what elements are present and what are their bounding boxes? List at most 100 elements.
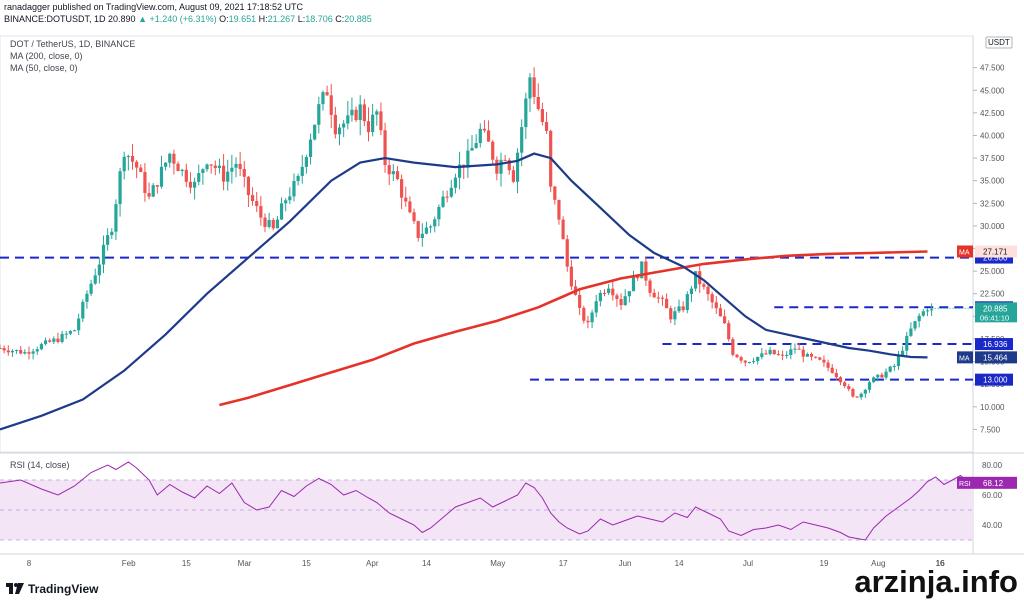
candle-body [197,173,201,182]
candle-body [731,339,735,355]
candle-body [780,354,785,356]
rsi-tick-label: 80.00 [982,461,1003,470]
candle-body [553,186,557,200]
candle-body [2,348,6,351]
candle-body [284,200,288,204]
chart-legend-title: DOT / TetherUS, 1D, BINANCE [10,39,136,49]
price-tag [975,245,1017,258]
candle-body [669,308,673,320]
level-tag-label: 16.936 [983,340,1008,349]
candle-body [843,382,847,387]
candle-body [77,318,81,331]
tradingview-brand[interactable]: TradingView [6,582,98,596]
candle-body [818,357,822,360]
candle-body [611,288,615,296]
candle-body [288,196,292,201]
candle-body [308,139,313,158]
candle-body [901,350,905,356]
candle-body [89,283,93,294]
candle-body [387,165,391,175]
time-tick-label: Feb [122,559,136,568]
price-tick-label: 7.500 [980,425,1001,434]
candle-body [896,355,901,367]
low-label: L: [297,14,306,24]
candle-body [838,377,843,383]
candle-body [532,77,536,97]
rsi-legend[interactable]: RSI (14, close) [10,460,70,470]
rsi-value-tag [975,476,1017,489]
candle-body [503,159,507,161]
candle-body [627,291,631,297]
candle-body [735,354,739,358]
close-value: 20.885 [344,14,372,24]
candle-body [474,143,478,148]
candle-body [271,219,275,229]
candle-body [640,261,644,279]
candle-body [300,166,304,176]
candle-body [114,204,118,232]
candle-body [362,104,366,122]
tradingview-label: TradingView [28,582,99,596]
candle-body [722,316,727,324]
candle-body [470,147,474,151]
candle-body [495,159,499,174]
candle-body [259,206,263,218]
time-tick-label: May [490,559,505,568]
ma-prefix-tag [957,351,973,364]
candle-body [743,360,747,363]
time-tick-label: 19 [820,559,829,568]
candle-body [143,171,147,194]
candle-body [101,244,106,265]
candle-body [486,130,491,142]
time-tick-label: Jun [619,559,632,568]
candle-body [39,344,44,350]
low-value: 18.706 [305,14,333,24]
time-tick-label: Mar [238,559,252,568]
candle-body [565,239,569,267]
candle-body [665,298,669,309]
candle-body [97,264,101,276]
candle-body [453,177,458,188]
candle-body [333,114,337,135]
candle-body [391,171,395,175]
candle-body [205,164,209,170]
candle-body [710,294,714,303]
candle-body [739,357,743,361]
candle-body [209,164,213,166]
candle-body [578,294,582,308]
ma-prefix-tag [957,245,973,258]
candle-body [164,162,168,167]
ma-prefix-label: MA [959,249,970,256]
candle-body [693,271,698,289]
ma-prefix-label: MA [959,355,970,362]
price-tag-label: 15.464 [983,353,1008,362]
candle-body [689,288,694,295]
candle-body [151,185,155,197]
ma200-legend[interactable]: MA (200, close, 0) [10,51,83,61]
candle-body [255,201,259,207]
watermark: arzinja.info [854,564,1018,599]
candle-body [491,141,495,160]
candle-body [714,302,718,309]
rsi-value-label: 68.12 [983,479,1004,488]
candle-body [615,295,619,300]
candle-body [371,114,375,133]
candle-body [242,168,246,177]
candle-body [234,163,238,168]
candle-body [768,349,772,355]
candle-body [747,362,752,364]
candle-body [404,197,408,202]
price-tag [975,302,1017,323]
candle-body [246,176,251,196]
candle-body [660,297,665,299]
candle-body [478,128,482,144]
candle-body [354,109,358,121]
candle-body [433,219,437,227]
candle-body [325,92,329,96]
candle-body [168,153,172,163]
ma50-legend[interactable]: MA (50, close, 0) [10,63,78,73]
level-tag-label: 26.500 [983,254,1008,263]
candle-body [909,328,913,336]
candle-body [110,231,114,236]
